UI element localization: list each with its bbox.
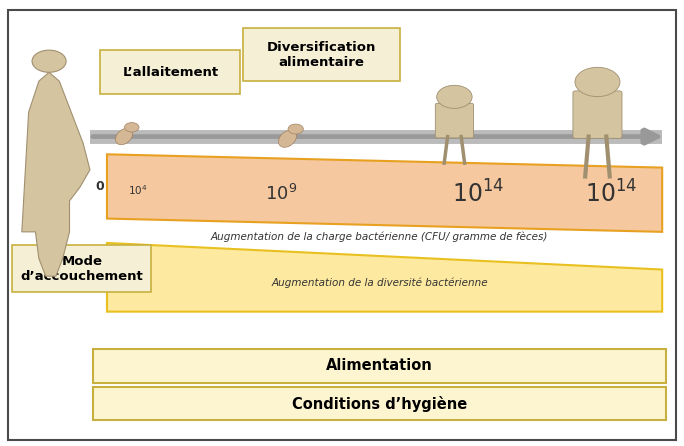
Text: Alimentation: Alimentation (326, 358, 433, 373)
Text: Mode
d’accouchement: Mode d’accouchement (21, 255, 143, 283)
FancyBboxPatch shape (12, 245, 151, 292)
Text: Conditions d’hygiène: Conditions d’hygiène (292, 396, 467, 412)
Circle shape (288, 124, 303, 134)
FancyBboxPatch shape (100, 50, 240, 95)
Text: Augmentation de la diversité bactérienne: Augmentation de la diversité bactérienne (271, 277, 488, 288)
Circle shape (32, 50, 66, 72)
Text: Diversification
alimentaire: Diversification alimentaire (267, 41, 376, 69)
Ellipse shape (116, 128, 133, 145)
Polygon shape (22, 72, 90, 276)
Text: $10^{14}$: $10^{14}$ (585, 181, 637, 208)
Circle shape (436, 85, 472, 108)
Polygon shape (107, 243, 662, 312)
Polygon shape (107, 154, 662, 232)
FancyBboxPatch shape (93, 387, 666, 420)
FancyBboxPatch shape (244, 28, 400, 81)
Text: Augmentation de la charge bactérienne (CFU/ gramme de fèces): Augmentation de la charge bactérienne (C… (211, 231, 548, 242)
Text: $10^4$: $10^4$ (128, 183, 147, 197)
FancyBboxPatch shape (435, 103, 473, 138)
Text: 0: 0 (96, 180, 105, 193)
FancyBboxPatch shape (93, 349, 666, 383)
Circle shape (124, 123, 139, 132)
Text: L’allaitement: L’allaitement (122, 66, 218, 79)
Text: $10^{14}$: $10^{14}$ (452, 181, 504, 208)
Text: $10^9$: $10^9$ (265, 184, 297, 204)
FancyBboxPatch shape (573, 91, 622, 138)
Ellipse shape (278, 130, 296, 147)
Circle shape (575, 67, 620, 97)
